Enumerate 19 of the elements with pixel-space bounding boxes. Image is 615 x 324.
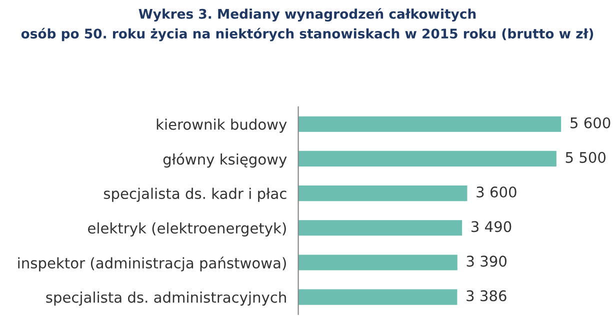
- data-label: 3 600: [476, 186, 516, 198]
- data-label: 5 500: [566, 152, 606, 163]
- y-tick-label: specjalista ds. administracyjnych: [46, 292, 286, 306]
- y-tick-label: inspektor (administracja państwowa): [18, 256, 286, 272]
- bar: [298, 150, 556, 166]
- y-tick-label: kierownik budowy: [156, 118, 287, 133]
- bar: [298, 220, 462, 236]
- data-label: 3 386: [466, 290, 506, 302]
- y-tick-label: główny księgowy: [163, 152, 287, 168]
- bar: [298, 116, 562, 132]
- data-label: 5 600: [570, 117, 610, 128]
- data-label: 3 490: [472, 221, 512, 232]
- data-label: 3 390: [466, 256, 506, 267]
- chart-title: Wykres 3. Mediany wynagrodzeń całkowitych osób po 50. roku życia na niektórych stanowiskach w 2015 roku (brutto w zł): [21, 8, 594, 42]
- bar: [298, 254, 458, 270]
- bar: [298, 186, 468, 202]
- bar: [298, 289, 458, 305]
- y-tick-label: specjalista ds. kadr i płac: [104, 188, 286, 202]
- y-tick-label: elektryk (elektroenergetyk): [88, 222, 286, 236]
